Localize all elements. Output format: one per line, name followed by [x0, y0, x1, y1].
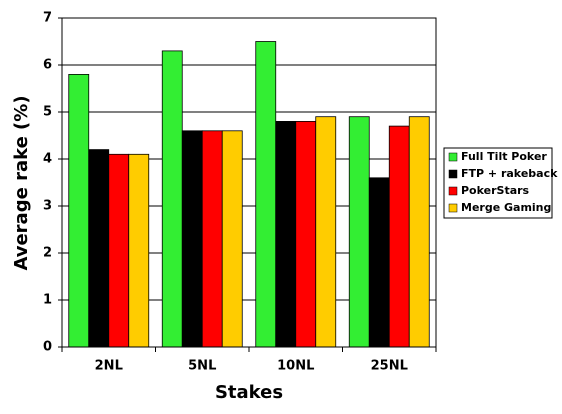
bar	[348, 116, 370, 348]
y-axis-title: Average rake (%)	[11, 95, 32, 270]
legend-swatch	[448, 169, 458, 179]
bar	[68, 74, 90, 348]
legend-label: Full Tilt Poker	[461, 150, 547, 163]
bar	[315, 116, 337, 348]
y-tick-label: 7	[43, 11, 52, 26]
bar	[295, 121, 317, 348]
x-tick-label: 25NL	[371, 359, 408, 374]
y-tick-label: 2	[43, 246, 52, 261]
y-tick-label: 0	[43, 340, 52, 355]
bar	[128, 153, 150, 348]
bar	[388, 125, 410, 348]
x-tick-label: 5NL	[188, 359, 216, 374]
y-tick-label: 1	[43, 293, 52, 308]
legend-swatch	[448, 152, 458, 162]
y-tick-label: 5	[43, 105, 52, 120]
x-tick-label: 2NL	[95, 359, 123, 374]
bar	[368, 177, 390, 348]
bar	[161, 50, 183, 348]
legend-box	[443, 147, 553, 219]
y-tick-label: 4	[43, 152, 52, 167]
x-tick-label: 10NL	[277, 359, 314, 374]
legend-swatch	[448, 203, 458, 213]
bar	[255, 41, 277, 348]
legend-label: PokerStars	[461, 184, 530, 197]
bar	[221, 130, 243, 348]
bar	[181, 130, 203, 348]
y-tick-label: 3	[43, 199, 52, 214]
legend-swatch	[448, 186, 458, 196]
legend-label: Merge Gaming	[461, 201, 551, 214]
y-tick-label: 6	[43, 58, 52, 73]
bar	[408, 116, 430, 348]
bar	[275, 121, 297, 348]
bar	[201, 130, 223, 348]
bar	[88, 149, 110, 348]
bar	[108, 153, 130, 348]
legend-label: FTP + rakeback	[461, 167, 558, 180]
x-axis-title: Stakes	[215, 382, 283, 403]
